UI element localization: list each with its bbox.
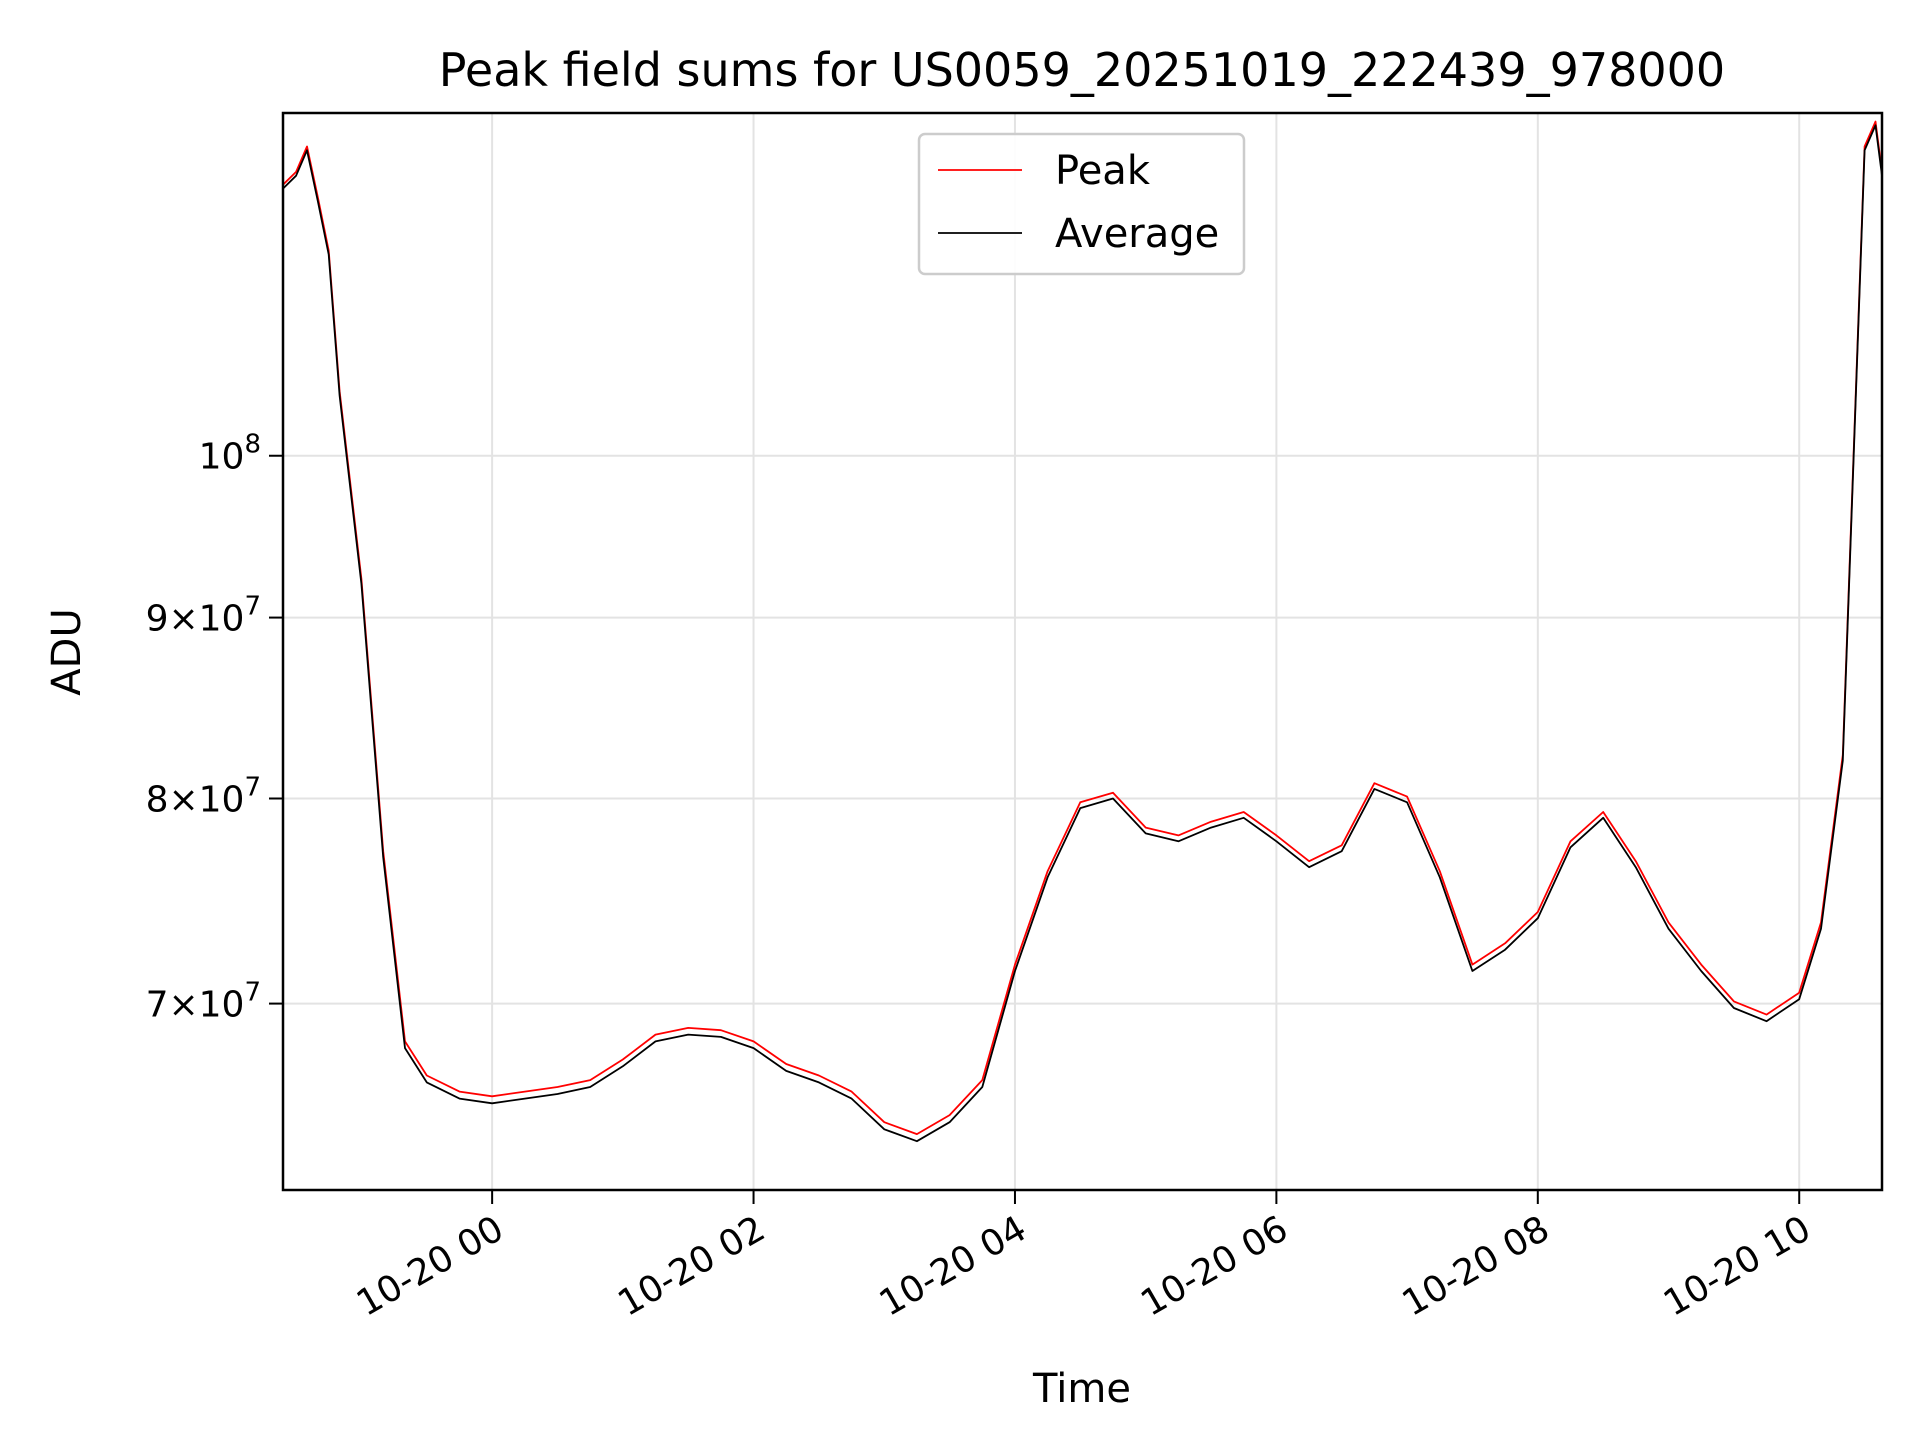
y-axis: 108 9×107 8×107 7×107: [146, 430, 283, 1026]
plot-lines: [282, 120, 1883, 1143]
y-tick-label: 8×107: [146, 772, 261, 820]
y-tick-exponent: 8: [244, 430, 261, 460]
legend-box: [917, 132, 1246, 276]
y-tick-label: 7×107: [146, 978, 261, 1026]
y-tick-exponent: 7: [244, 978, 261, 1008]
legend-label-average: Average: [1055, 211, 1219, 257]
y-tick-exponent: 7: [244, 592, 261, 622]
x-axis-label: Time: [1032, 1366, 1131, 1412]
plot-frame: [281, 111, 1884, 1192]
series-line-peak: [282, 120, 1883, 1135]
grid: [283, 113, 1882, 1190]
y-tick-exponent: 7: [244, 772, 261, 802]
y-axis-label: ADU: [44, 608, 90, 695]
y-tick-label: 9×107: [146, 592, 261, 640]
y-tick-label: 108: [199, 430, 261, 478]
series-line-average: [282, 124, 1883, 1143]
legend: Peak Average: [917, 132, 1246, 276]
chart-title: Peak field sums for US0059_20251019_2224…: [439, 43, 1725, 97]
legend-label-peak: Peak: [1055, 148, 1151, 194]
